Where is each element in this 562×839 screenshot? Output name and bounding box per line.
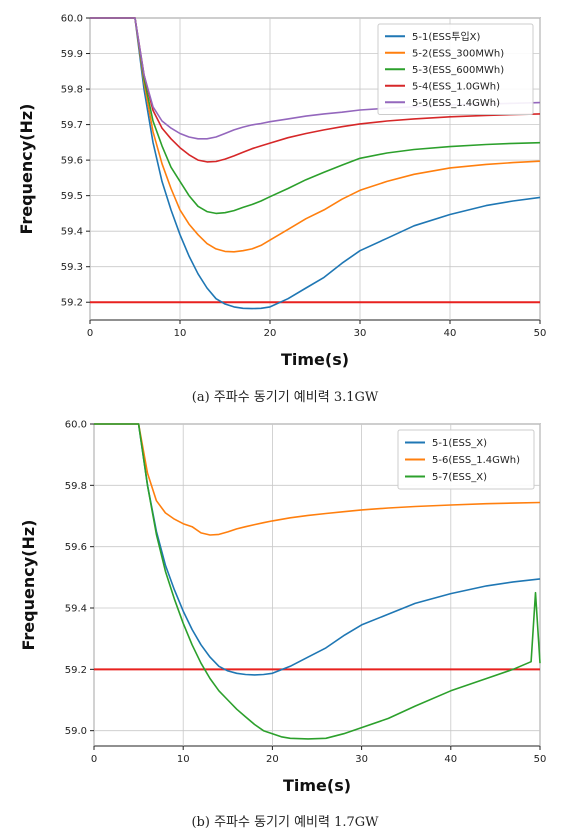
y-tick-label: 59.8 bbox=[65, 481, 87, 492]
series-lines-b bbox=[94, 423, 541, 740]
y-tick-label: 59.6 bbox=[61, 156, 83, 167]
y-tick-label: 60.0 bbox=[65, 420, 87, 431]
chart-a: 59.2 59.3 59.4 59.5 59.6 59.7 59.8 59.9 60.0 0 10… bbox=[17, 14, 546, 406]
y-tick-label: 59.4 bbox=[65, 604, 87, 615]
y-axis-label-b: Frequency(Hz) bbox=[19, 520, 38, 651]
legend-label: 5-1(ESS_X) bbox=[432, 438, 487, 449]
series-line-2 bbox=[94, 423, 541, 536]
y-tick-label: 59.6 bbox=[65, 542, 87, 553]
x-axis-label-a: Time(s) bbox=[281, 350, 349, 369]
x-tick-label: 40 bbox=[444, 328, 457, 339]
x-tick-label: 10 bbox=[174, 328, 187, 339]
legend-label: 5-6(ESS_1.4GWh) bbox=[432, 455, 520, 466]
series-line-2 bbox=[90, 17, 541, 253]
y-tick-label: 59.3 bbox=[61, 262, 83, 273]
legend-label: 5-2(ESS_300MWh) bbox=[412, 48, 504, 59]
y-tick-label: 59.4 bbox=[61, 227, 83, 238]
series-line-1 bbox=[90, 17, 541, 310]
series-line-3 bbox=[94, 423, 541, 740]
caption-b: (b) 주파수 동기기 예비력 1.7GW bbox=[191, 815, 379, 830]
x-tick-label: 30 bbox=[355, 754, 368, 765]
caption-a: (a) 주파수 동기기 예비력 3.1GW bbox=[192, 390, 379, 405]
legend-label: 5-3(ESS_600MWh) bbox=[412, 65, 504, 76]
legend-label: 5-5(ESS_1.4GWh) bbox=[412, 98, 500, 109]
y-axis-label-a: Frequency(Hz) bbox=[17, 104, 36, 235]
y-tick-label: 60.0 bbox=[61, 14, 83, 25]
x-tick-label: 30 bbox=[354, 328, 367, 339]
series-line-3 bbox=[90, 17, 541, 215]
legend-b: 5-1(ESS_X) 5-6(ESS_1.4GWh) 5-7(ESS_X) bbox=[397, 429, 535, 490]
series-line-4 bbox=[90, 17, 541, 163]
legend-label: 5-1(ESS투입X) bbox=[412, 30, 480, 43]
x-tick-label: 10 bbox=[177, 754, 190, 765]
x-tick-label: 0 bbox=[91, 754, 97, 765]
legend-a: 5-1(ESS투입X) 5-2(ESS_300MWh) 5-3(ESS_600MWh… bbox=[377, 23, 534, 115]
y-ticks-b: 59.0 59.2 59.4 59.6 59.8 60.0 bbox=[65, 420, 94, 737]
legend-label: 5-4(ESS_1.0GWh) bbox=[412, 81, 500, 92]
y-tick-label: 59.0 bbox=[65, 726, 87, 737]
legend-box bbox=[377, 23, 534, 115]
x-tick-label: 50 bbox=[534, 328, 547, 339]
series-line-1 bbox=[94, 423, 541, 676]
x-tick-label: 20 bbox=[266, 754, 279, 765]
x-ticks-b: 0 10 20 30 40 50 bbox=[91, 746, 547, 765]
x-tick-label: 40 bbox=[444, 754, 457, 765]
x-tick-label: 0 bbox=[87, 328, 93, 339]
x-tick-label: 20 bbox=[264, 328, 277, 339]
y-tick-label: 59.2 bbox=[65, 665, 87, 676]
y-tick-label: 59.5 bbox=[61, 191, 83, 202]
legend-box bbox=[397, 429, 535, 490]
x-axis-label-b: Time(s) bbox=[283, 776, 351, 795]
x-tick-label: 50 bbox=[534, 754, 547, 765]
chart-b: 59.0 59.2 59.4 59.6 59.8 60.0 0 10 20 30 40 50 5-1… bbox=[19, 420, 546, 831]
x-ticks-a: 0 10 20 30 40 50 bbox=[87, 320, 547, 339]
y-tick-label: 59.7 bbox=[61, 120, 83, 131]
y-tick-label: 59.8 bbox=[61, 85, 83, 96]
y-tick-label: 59.9 bbox=[61, 49, 83, 60]
legend-label: 5-7(ESS_X) bbox=[432, 472, 487, 483]
y-tick-label: 59.2 bbox=[61, 298, 83, 309]
y-ticks-a: 59.2 59.3 59.4 59.5 59.6 59.7 59.8 59.9 60.0 bbox=[61, 14, 90, 309]
